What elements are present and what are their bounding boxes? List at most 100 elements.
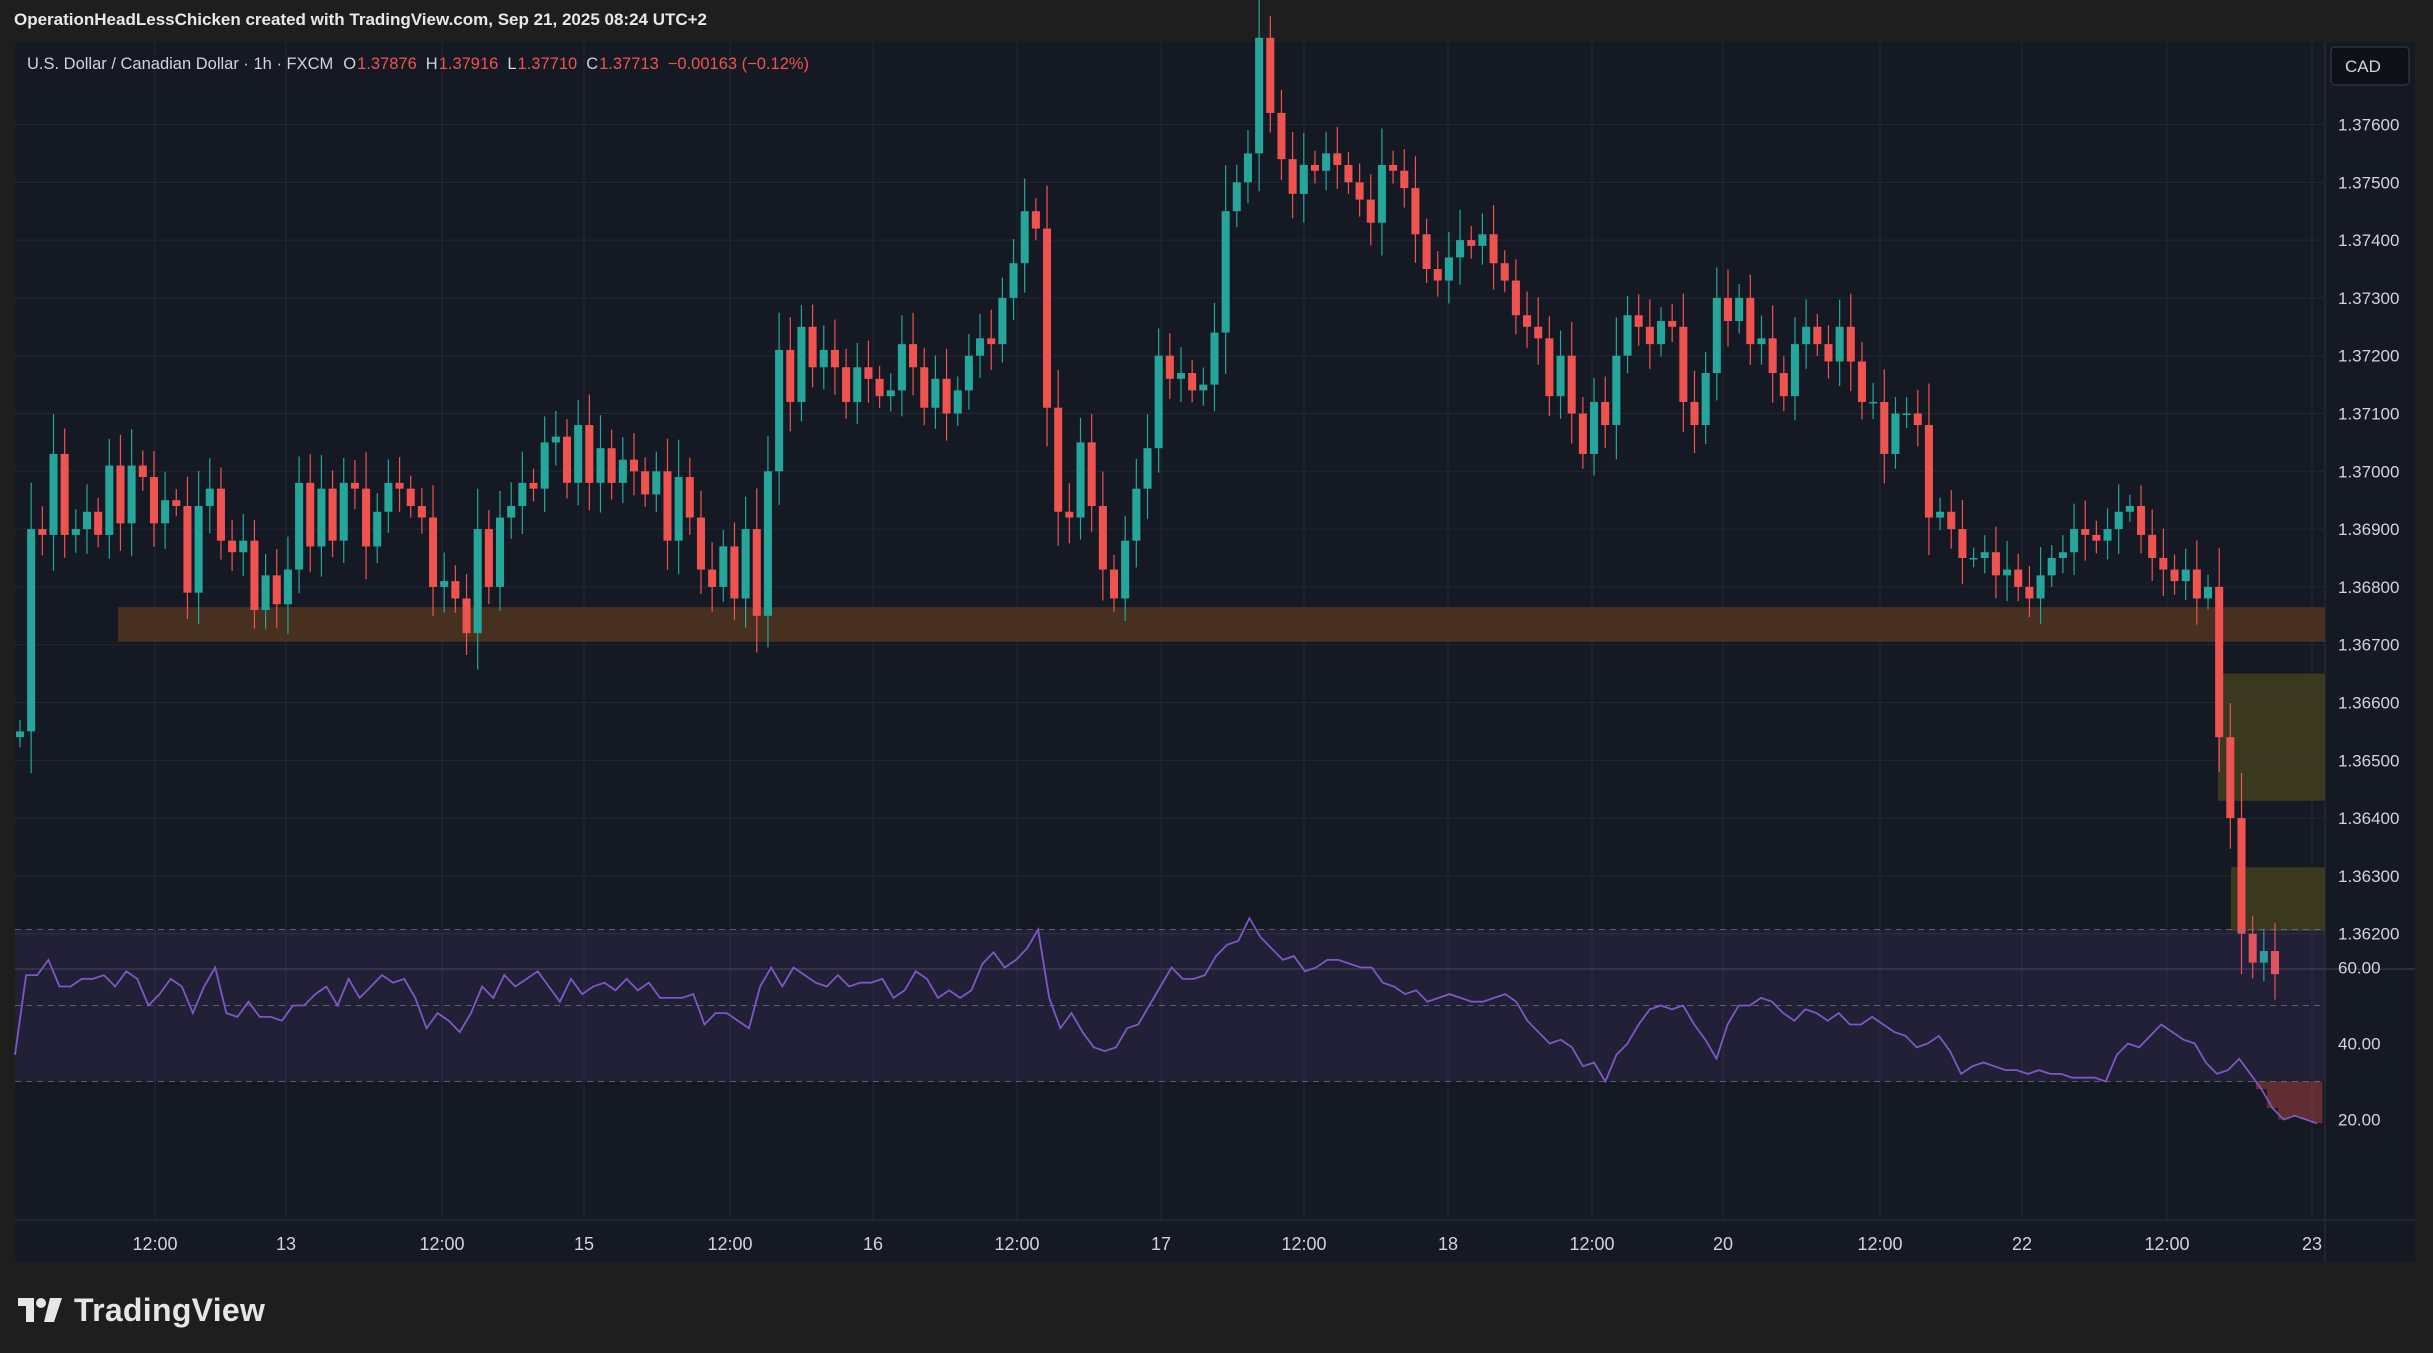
candle-down[interactable] [149, 477, 158, 524]
candle-up[interactable] [49, 453, 58, 535]
candle-up[interactable] [1735, 297, 1744, 322]
candle-down[interactable] [2215, 586, 2224, 738]
candle-down[interactable] [786, 349, 795, 402]
candle-down[interactable] [1924, 425, 1933, 518]
candle-down[interactable] [272, 575, 281, 605]
candle-down[interactable] [183, 505, 192, 593]
candle-up[interactable] [931, 378, 940, 408]
zone-support[interactable] [118, 607, 2325, 642]
candle-down[interactable] [451, 581, 460, 599]
candle-down[interactable] [2237, 818, 2246, 934]
candle-up[interactable] [953, 390, 962, 414]
candle-down[interactable] [1333, 153, 1342, 165]
candle-down[interactable] [2270, 951, 2280, 975]
candle-up[interactable] [551, 436, 560, 443]
candle-up[interactable] [964, 355, 973, 391]
candle-down[interactable] [94, 511, 103, 535]
candle-down[interactable] [1824, 344, 1833, 362]
candle-down[interactable] [920, 367, 929, 408]
candle-down[interactable] [1545, 338, 1554, 397]
candle-down[interactable] [1500, 263, 1509, 281]
candle-up[interactable] [440, 581, 449, 587]
candle-up[interactable] [15, 731, 25, 738]
candle-down[interactable] [987, 338, 996, 345]
candle-down[interactable] [942, 378, 951, 414]
candle-down[interactable] [1422, 234, 1431, 269]
candle-up[interactable] [283, 569, 292, 605]
candle-down[interactable] [1779, 373, 1788, 397]
candle-up[interactable] [473, 529, 482, 634]
candle-up[interactable] [1444, 257, 1453, 281]
candle-down[interactable] [1958, 529, 1967, 558]
candle-down[interactable] [909, 344, 918, 368]
candle-down[interactable] [2092, 534, 2101, 541]
candle-up[interactable] [618, 459, 627, 483]
candle-down[interactable] [808, 326, 817, 368]
candle-up[interactable] [741, 529, 750, 599]
candle-down[interactable] [216, 488, 225, 541]
candle-down[interactable] [2148, 534, 2157, 558]
candle-up[interactable] [763, 471, 772, 616]
candle-up[interactable] [2204, 586, 2213, 599]
candle-up[interactable] [317, 488, 326, 547]
time-axis[interactable] [15, 1220, 2325, 1262]
candle-up[interactable] [2036, 575, 2045, 599]
candle-down[interactable] [585, 425, 594, 483]
candle-up[interactable] [1556, 355, 1565, 397]
candle-down[interactable] [1645, 326, 1654, 345]
candle-up[interactable] [2103, 529, 2112, 541]
candle-up[interactable] [161, 500, 170, 524]
candle-down[interactable] [1857, 361, 1866, 402]
candle-down[interactable] [395, 482, 404, 489]
candle-up[interactable] [1232, 182, 1241, 212]
candle-up[interactable] [1210, 332, 1219, 385]
candle-down[interactable] [1277, 112, 1286, 160]
candle-up[interactable] [1835, 326, 1844, 362]
candle-down[interactable] [1266, 37, 1275, 113]
candle-up[interactable] [2181, 569, 2190, 582]
candle-down[interactable] [1098, 505, 1107, 570]
candle-down[interactable] [1991, 552, 2000, 576]
candle-up[interactable] [194, 505, 203, 593]
candle-down[interactable] [1846, 326, 1855, 362]
candle-down[interactable] [730, 546, 739, 599]
candle-up[interactable] [886, 390, 895, 397]
candle-up[interactable] [819, 349, 828, 368]
candle-up[interactable] [1221, 211, 1230, 333]
candle-up[interactable] [1255, 37, 1264, 154]
candle-up[interactable] [261, 575, 270, 611]
tradingview-brand[interactable]: TradingView [16, 1285, 265, 1335]
candle-down[interactable] [1690, 401, 1699, 426]
candle-down[interactable] [38, 529, 47, 535]
candle-down[interactable] [830, 349, 839, 368]
candle-up[interactable] [1969, 558, 1978, 560]
candle-up[interactable] [1612, 355, 1621, 426]
candle-up[interactable] [540, 442, 549, 489]
candle-down[interactable] [228, 540, 237, 553]
candle-down[interactable] [1165, 355, 1174, 379]
candle-down[interactable] [752, 529, 761, 616]
price-pane[interactable] [15, 42, 2325, 968]
candle-down[interactable] [417, 505, 426, 518]
candle-down[interactable] [1087, 442, 1096, 506]
candle-up[interactable] [1243, 153, 1252, 183]
candle-down[interactable] [1601, 401, 1610, 426]
candle-down[interactable] [1746, 297, 1755, 345]
candle-up[interactable] [2070, 529, 2079, 553]
candle-up[interactable] [998, 297, 1007, 345]
candle-up[interactable] [1936, 511, 1945, 518]
candle-up[interactable] [295, 482, 304, 570]
candle-up[interactable] [1712, 297, 1721, 374]
candle-up[interactable] [2125, 505, 2134, 512]
candle-up[interactable] [2003, 569, 2012, 576]
candle-down[interactable] [1880, 401, 1889, 454]
candle-up[interactable] [1456, 240, 1465, 258]
candle-up[interactable] [1980, 552, 1989, 558]
currency-badge[interactable] [2330, 46, 2410, 86]
candle-down[interactable] [60, 453, 69, 535]
candle-down[interactable] [875, 378, 884, 397]
candle-up[interactable] [339, 482, 348, 541]
candle-up[interactable] [797, 326, 806, 402]
candle-down[interactable] [2014, 569, 2023, 587]
candle-up[interactable] [976, 338, 985, 356]
